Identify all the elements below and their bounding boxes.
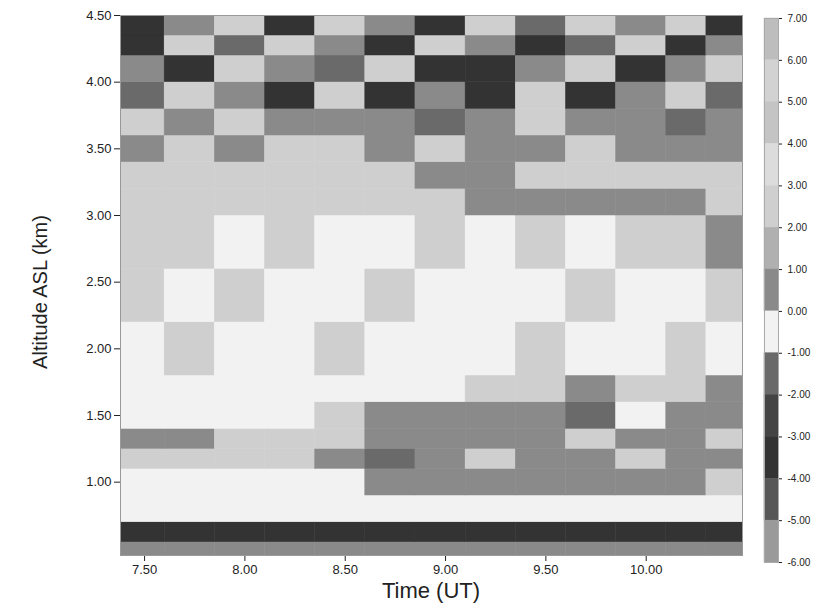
svg-text:10.00: 10.00 [630, 562, 663, 577]
svg-text:-6.00: -6.00 [788, 557, 811, 568]
svg-text:9.50: 9.50 [533, 562, 558, 577]
svg-text:7.00: 7.00 [788, 13, 808, 24]
svg-text:2.50: 2.50 [86, 274, 111, 289]
svg-text:3.00: 3.00 [788, 180, 808, 191]
svg-text:9.00: 9.00 [433, 562, 458, 577]
svg-text:1.00: 1.00 [788, 264, 808, 275]
svg-text:2.00: 2.00 [788, 222, 808, 233]
svg-text:-4.00: -4.00 [788, 473, 811, 484]
svg-text:0.00: 0.00 [788, 306, 808, 317]
svg-text:2.00: 2.00 [86, 341, 111, 356]
html-text:Altitude ASL (km): Altitude ASL (km) [28, 215, 51, 369]
svg-text:4.00: 4.00 [788, 138, 808, 149]
svg-text:-3.00: -3.00 [788, 431, 811, 442]
svg-text:4.00: 4.00 [86, 74, 111, 89]
svg-text:4.50: 4.50 [86, 8, 111, 23]
svg-text:-2.00: -2.00 [788, 389, 811, 400]
svg-text:6.00: 6.00 [788, 55, 808, 66]
svg-text:7.50: 7.50 [132, 562, 157, 577]
html-text:Time (UT): Time (UT) [381, 578, 481, 603]
svg-text:-5.00: -5.00 [788, 515, 811, 526]
svg-text:1.50: 1.50 [86, 408, 111, 423]
svg-text:1.00: 1.00 [86, 474, 111, 489]
svg-text:-1.00: -1.00 [788, 347, 811, 358]
svg-text:3.00: 3.00 [86, 208, 111, 223]
svg-text:8.00: 8.00 [232, 562, 257, 577]
svg-text:5.00: 5.00 [788, 96, 808, 107]
svg-text:3.50: 3.50 [86, 141, 111, 156]
svg-text:8.50: 8.50 [333, 562, 358, 577]
